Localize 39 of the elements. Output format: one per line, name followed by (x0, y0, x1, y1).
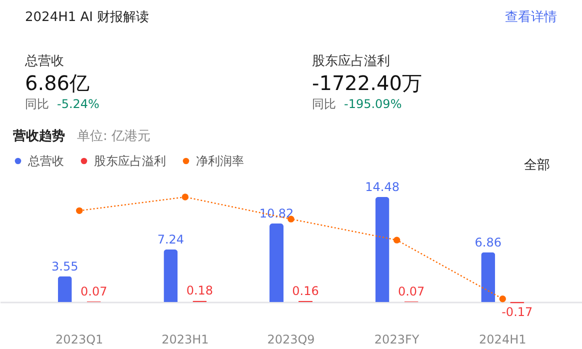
bar (270, 224, 284, 302)
text: 6.86亿 (25, 71, 90, 95)
data-label: 0.07 (80, 284, 108, 298)
data-label: -0.17 (502, 305, 533, 320)
text: 股东应占溢利 (312, 53, 390, 69)
legend-label: 股东应占溢利 (94, 154, 166, 168)
point (76, 207, 83, 214)
text: -1722.40万 (312, 71, 422, 95)
text: 全部 (524, 158, 550, 173)
point (182, 194, 189, 200)
x-tick-label: 2023Q9 (267, 332, 315, 346)
legend-label: 净利润率 (196, 154, 244, 168)
x-tick-label: 2023Q1 (56, 332, 104, 346)
data-label: 14.48 (365, 180, 400, 194)
point (499, 296, 506, 302)
bar (58, 276, 72, 302)
x-tick-label: 2023H1 (162, 332, 209, 346)
x-tick-label: 2024H1 (479, 332, 526, 346)
data-label: 3.55 (52, 259, 78, 274)
data-label: 7.24 (157, 232, 184, 247)
data-label: 6.86 (474, 235, 502, 250)
text: -5.24% (57, 97, 100, 111)
text: 总营收 (24, 54, 64, 69)
text: 同比 (312, 97, 336, 111)
point (393, 236, 400, 244)
data-label: 0.18 (186, 284, 214, 298)
text: -195.09% (344, 97, 402, 111)
bar (164, 250, 178, 302)
legend-label: 总营收 (27, 154, 64, 168)
data-label: 0.07 (398, 284, 425, 298)
x-tick-label: 2023FY (374, 332, 420, 346)
text: 2024H1 AI 财报解读 (25, 10, 150, 25)
chart-subtitle: 单位: 亿港元 (77, 129, 151, 144)
bar (375, 197, 390, 302)
text: 查看详情 (505, 10, 557, 25)
bar (481, 252, 496, 302)
data-label: 0.16 (292, 284, 319, 298)
text: 同比 (25, 97, 49, 111)
chart-title: 营收趋势 (12, 128, 65, 144)
